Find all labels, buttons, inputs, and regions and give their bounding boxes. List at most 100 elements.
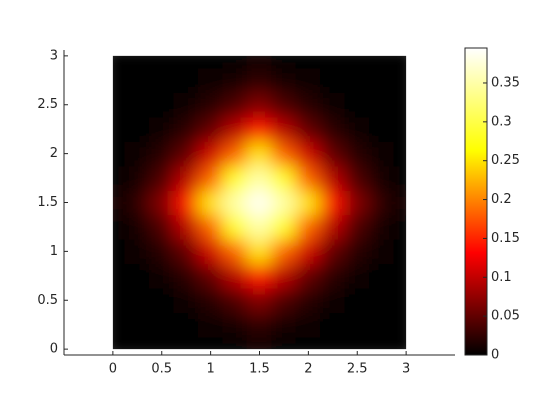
heat-cell <box>344 263 370 289</box>
heat-cell <box>246 263 273 289</box>
heat-cell <box>246 238 273 265</box>
heat-cell <box>344 165 370 191</box>
heat-cell <box>368 165 395 191</box>
heat-cell <box>368 189 395 216</box>
heat-cell <box>149 92 175 118</box>
heat-cell <box>246 189 273 216</box>
heat-cell <box>271 92 297 118</box>
heat-cell <box>393 214 407 240</box>
heat-cell <box>295 165 322 191</box>
y-tick-label: 0.5 <box>37 293 58 308</box>
heat-cell <box>295 311 322 338</box>
heat-cell <box>246 287 273 313</box>
heat-cell <box>246 140 273 167</box>
heat-cell <box>112 67 126 94</box>
heat-cell <box>149 55 175 69</box>
heat-cell <box>197 92 224 118</box>
heat-cell <box>222 140 248 167</box>
heat-cell <box>271 67 297 94</box>
heat-cell <box>295 92 322 118</box>
heat-cell <box>112 287 126 313</box>
heat-cell <box>246 116 273 142</box>
heat-cell <box>368 287 395 313</box>
x-tick-label: 2.5 <box>347 362 368 377</box>
heat-cell <box>124 311 151 338</box>
heat-cell <box>112 189 126 216</box>
x-tick-label: 3 <box>402 362 410 377</box>
heat-cell <box>368 140 395 167</box>
x-tick-label: 0 <box>109 362 117 377</box>
heat-cell <box>222 214 248 240</box>
heat-cell <box>320 67 346 94</box>
heat-cell <box>173 92 199 118</box>
heat-cell <box>197 311 224 338</box>
heat-cell <box>197 67 224 94</box>
heat-cell <box>149 116 175 142</box>
y-tick-label: 1.5 <box>37 195 58 210</box>
colorbar-tick-label: 0 <box>491 348 499 363</box>
colorbar-tick-label: 0.15 <box>491 231 520 246</box>
heat-cell <box>271 287 297 313</box>
heat-cell <box>320 116 346 142</box>
heat-cell <box>295 67 322 94</box>
heat-cell <box>112 263 126 289</box>
heat-cell <box>320 214 346 240</box>
heat-cell <box>320 55 346 69</box>
heat-cell <box>393 311 407 338</box>
heat-cell <box>246 214 273 240</box>
heat-cell <box>112 92 126 118</box>
y-tick-label: 2.5 <box>37 97 58 112</box>
heat-cell <box>112 214 126 240</box>
y-tick-label: 3 <box>50 48 58 63</box>
y-tick-label: 0 <box>50 342 58 357</box>
heat-cell <box>197 140 224 167</box>
heat-cell <box>124 116 151 142</box>
heat-cell <box>295 263 322 289</box>
heat-cell <box>320 92 346 118</box>
colorbar-tick-label: 0.2 <box>491 192 512 207</box>
heat-cell <box>368 311 395 338</box>
heat-cell <box>124 165 151 191</box>
x-tick-label: 1.5 <box>249 362 270 377</box>
heat-cell <box>124 336 151 350</box>
heat-cell <box>368 67 395 94</box>
heat-cell <box>344 311 370 338</box>
heat-cell <box>295 55 322 69</box>
heat-cell <box>271 189 297 216</box>
heat-cell <box>320 336 346 350</box>
heat-cell <box>246 165 273 191</box>
heat-cell <box>271 55 297 69</box>
heat-cell <box>271 263 297 289</box>
heat-cell <box>222 238 248 265</box>
heat-cell <box>320 140 346 167</box>
heat-cell <box>197 189 224 216</box>
heat-cell <box>222 55 248 69</box>
heat-cell <box>295 238 322 265</box>
heat-cell <box>173 165 199 191</box>
heat-cell <box>222 287 248 313</box>
heat-cell <box>320 238 346 265</box>
heat-cell <box>368 55 395 69</box>
heat-cell <box>344 336 370 350</box>
heat-cell <box>124 214 151 240</box>
heat-cell <box>124 67 151 94</box>
heat-cell <box>246 67 273 94</box>
heat-cell <box>344 67 370 94</box>
heat-cell <box>197 238 224 265</box>
heat-cell <box>393 140 407 167</box>
heat-cell <box>344 92 370 118</box>
heat-cell <box>246 55 273 69</box>
heat-cell <box>149 311 175 338</box>
heat-cell <box>222 263 248 289</box>
heat-cell <box>368 116 395 142</box>
colorbar-tick-label: 0.35 <box>491 75 520 90</box>
heat-cell <box>368 92 395 118</box>
heat-cell <box>295 336 322 350</box>
heat-cell <box>173 263 199 289</box>
heat-cell <box>222 67 248 94</box>
heat-cell <box>271 336 297 350</box>
heat-cell <box>320 263 346 289</box>
heat-cell <box>246 92 273 118</box>
colorbar <box>464 47 488 356</box>
heat-cell <box>124 238 151 265</box>
